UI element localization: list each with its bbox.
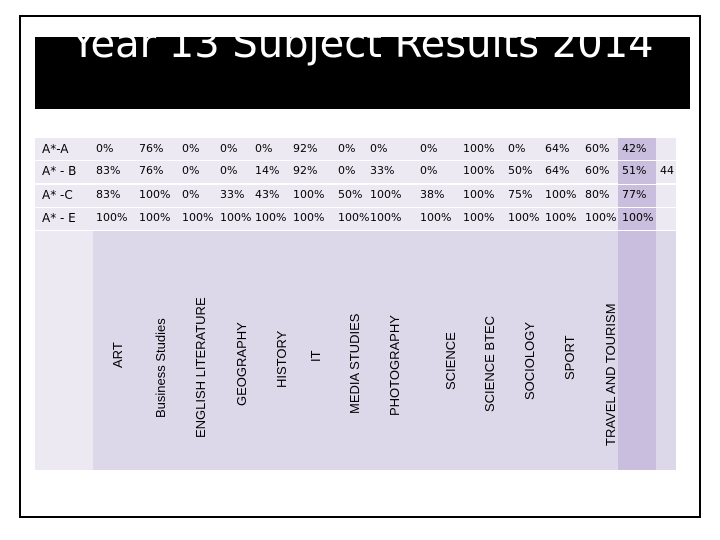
table-cell-extra: 44 [660,164,674,177]
table-cell: 100% [463,211,495,224]
table-cell: 0% [508,142,526,155]
table-cell: 0% [182,188,200,201]
table-cell: 0% [220,142,238,155]
row-divider [35,207,676,208]
subject-header: SPORT [562,335,577,380]
page-title: Year 13 Subject Results 2014 [71,21,654,67]
subject-header: PHOTOGRAPHY [387,315,402,416]
subject-header: IT [308,350,323,362]
table-cell: 33% [220,188,245,201]
table-cell: 83% [96,164,121,177]
table-cell: 100% [463,164,495,177]
table-cell: 33% [370,164,395,177]
table-cell: 100% [420,211,452,224]
row-divider [35,230,676,231]
subject-header: SOCIOLOGY [522,321,537,400]
table-cell: 64% [545,142,570,155]
table-cell: 100% [293,188,325,201]
table-cell: 100% [338,211,370,224]
table-cell: 100% [545,211,577,224]
table-cell: 0% [220,164,238,177]
table-cell: 100% [96,211,128,224]
table-cell: 100% [182,211,214,224]
table-cell: 80% [585,188,610,201]
table-cell: 43% [255,188,280,201]
subject-header: Business Studies [153,318,168,418]
row-label: A* - B [42,164,77,178]
table-cell: 50% [508,164,533,177]
table-cell: 0% [96,142,114,155]
table-cell: 0% [182,142,200,155]
table-cell: 100% [220,211,252,224]
subject-header: MEDIA STUDIES [347,313,362,414]
subject-header: GEOGRAPHY [234,322,249,406]
table-cell: 100% [255,211,287,224]
table-cell: 100% [463,142,495,155]
table-cell: 0% [338,142,356,155]
row-divider [35,160,676,161]
table-cell: 100% [508,211,540,224]
table-cell: 100% [293,211,325,224]
table-cell: 100% [370,211,402,224]
table-cell: 0% [338,164,356,177]
row-band [35,184,676,207]
table-cell: 75% [508,188,533,201]
table-cell: 83% [96,188,121,201]
table-cell: 50% [338,188,363,201]
table-cell: 92% [293,142,318,155]
subject-header: TRAVEL AND TOURISM [603,303,618,446]
table-cell: 100% [585,211,617,224]
table-cell: 0% [420,164,438,177]
table-cell: 64% [545,164,570,177]
table-cell: 76% [139,142,164,155]
table-cell: 100% [370,188,402,201]
table-cell: 100% [545,188,577,201]
table-cell: 0% [255,142,273,155]
header-band [35,230,676,470]
subject-header: SCIENCE BTEC [482,315,497,412]
table-cell: 0% [420,142,438,155]
row-label: A*-A [42,142,69,156]
table-cell: 42% [622,142,647,155]
table-cell: 76% [139,164,164,177]
table-cell: 51% [622,164,647,177]
table-cell: 100% [463,188,495,201]
table-cell: 60% [585,142,610,155]
row-band [35,207,676,230]
subject-header: ART [110,342,125,368]
row-divider [35,184,676,185]
table-cell: 14% [255,164,280,177]
row-band [35,160,676,183]
table-cell: 92% [293,164,318,177]
subject-header: SCIENCE [443,332,458,390]
table-cell: 0% [182,164,200,177]
title-bar [35,37,690,109]
table-cell: 77% [622,188,647,201]
slide-frame [19,15,701,518]
label-column [35,230,93,470]
subject-header: HISTORY [274,330,289,388]
table-cell: 100% [139,188,171,201]
subject-header: ENGLISH LITERATURE [193,297,208,438]
highlight-column [618,138,656,470]
table-cell: 100% [622,211,654,224]
row-band [35,138,676,161]
row-label: A* -C [42,188,73,202]
table-cell: 38% [420,188,445,201]
table-cell: 0% [370,142,388,155]
table-cell: 60% [585,164,610,177]
table-cell: 100% [139,211,171,224]
row-label: A* - E [42,211,76,225]
